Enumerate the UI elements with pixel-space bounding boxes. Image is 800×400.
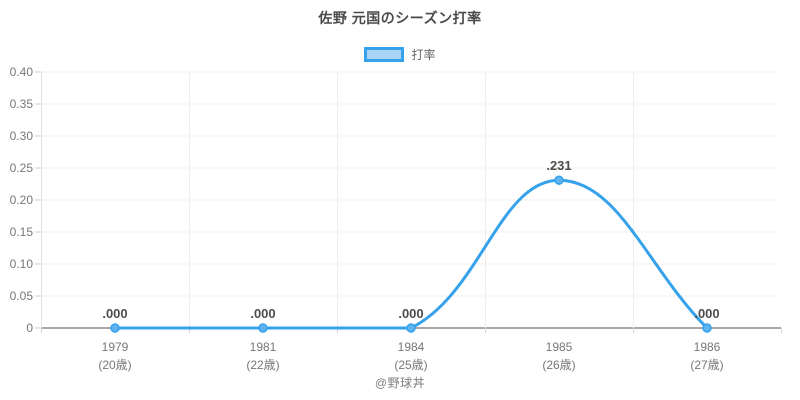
- y-tick-label: 0.35: [10, 97, 34, 111]
- y-tick-label: 0.20: [10, 193, 34, 207]
- x-tick-label-age: (27歳): [690, 358, 723, 372]
- x-tick-label-year: 1984: [398, 340, 425, 354]
- data-points: [110, 175, 712, 333]
- data-point[interactable]: [110, 323, 120, 333]
- data-point[interactable]: [554, 175, 564, 185]
- chart-title: 佐野 元国のシーズン打率: [318, 10, 482, 26]
- data-label: .000: [398, 306, 423, 321]
- data-labels: .000 .000 .000 .231 .000: [102, 158, 719, 321]
- data-point[interactable]: [406, 323, 416, 333]
- x-tick-label-year: 1981: [250, 340, 277, 354]
- x-tick-label-age: (26歳): [542, 358, 575, 372]
- y-axis: 0 0.05 0.10 0.15 0.20 0.25 0.30 0.35 0.40: [10, 65, 781, 335]
- footer-credit: @野球丼: [374, 376, 426, 390]
- y-tick-label: 0.10: [10, 257, 34, 271]
- x-tick-label-year: 1985: [546, 340, 573, 354]
- data-point[interactable]: [702, 323, 712, 333]
- y-tick-label: 0.30: [10, 129, 34, 143]
- data-point[interactable]: [258, 323, 268, 333]
- legend-label: 打率: [411, 48, 436, 62]
- y-tick-label: 0.25: [10, 161, 34, 175]
- data-label: .000: [102, 306, 127, 321]
- data-label: .000: [250, 306, 275, 321]
- y-tick-label: 0.15: [10, 225, 34, 239]
- y-tick-label: 0.40: [10, 65, 34, 79]
- y-tick-label: 0.05: [10, 289, 34, 303]
- data-label: .000: [694, 306, 719, 321]
- x-axis: [41, 72, 782, 333]
- legend-swatch: [364, 47, 405, 62]
- x-axis-labels: 1979 (20歳) 1981 (22歳) 1984 (25歳) 1985 (26歳) 1986…: [98, 340, 723, 372]
- x-tick-label-year: 1986: [694, 340, 721, 354]
- x-tick-label-age: (20歳): [98, 358, 131, 372]
- legend[interactable]: 打率: [0, 46, 800, 63]
- x-tick-label-age: (25歳): [394, 358, 427, 372]
- x-tick-label-age: (22歳): [246, 358, 279, 372]
- x-tick-label-year: 1979: [102, 340, 129, 354]
- data-label: .231: [546, 158, 571, 173]
- y-tick-label: 0: [26, 321, 33, 335]
- series-line: [113, 178, 709, 330]
